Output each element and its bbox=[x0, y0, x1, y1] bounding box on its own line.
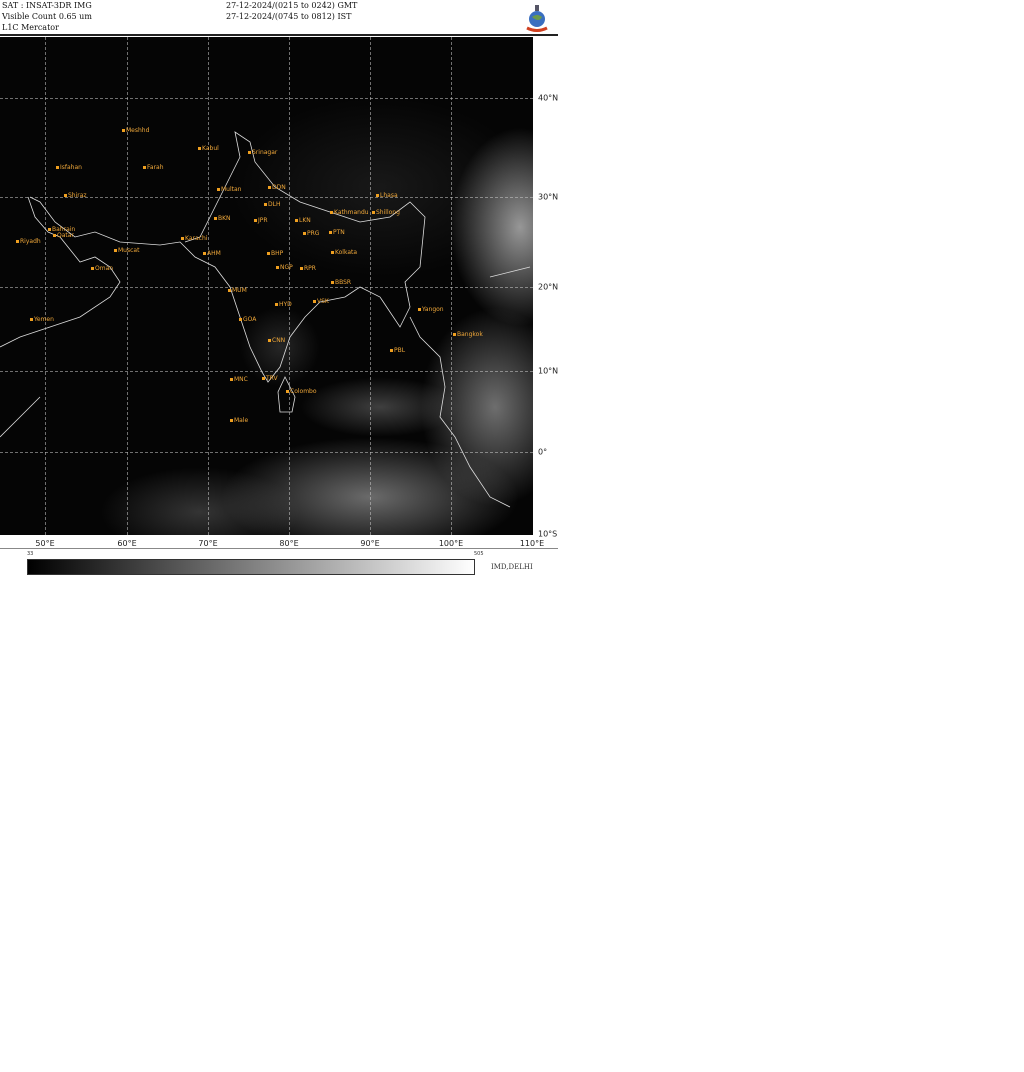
city-label: DLH bbox=[264, 201, 280, 208]
city-label: Yemen bbox=[30, 316, 54, 323]
satellite-name: SAT : INSAT-3DR IMG bbox=[2, 1, 92, 10]
city-label: Isfahan bbox=[56, 164, 82, 171]
projection-name: L1C Mercator bbox=[2, 23, 59, 32]
city-label: Bangkok bbox=[453, 331, 483, 338]
gridline-lat bbox=[0, 98, 533, 99]
city-label: DDN bbox=[268, 184, 286, 191]
latitude-label: 10°N bbox=[538, 366, 559, 376]
city-label: Male bbox=[230, 417, 248, 424]
gridline-lon bbox=[451, 37, 452, 535]
city-label: Bahrain bbox=[48, 226, 75, 233]
credit-text: IMD,DELHI bbox=[491, 563, 533, 571]
longitude-label: 60°E bbox=[117, 539, 137, 548]
longitude-label: 110°E bbox=[519, 539, 545, 548]
gridline-lon bbox=[208, 37, 209, 535]
time-gmt: 27-12-2024/(0215 to 0242) GMT bbox=[226, 1, 358, 10]
gridline-lat bbox=[0, 371, 533, 372]
city-label: RPR bbox=[300, 265, 316, 272]
city-label: HYD bbox=[275, 301, 292, 308]
city-label: Muscat bbox=[114, 247, 139, 254]
city-label: Shiraz bbox=[64, 192, 87, 199]
city-label: MNC bbox=[230, 376, 248, 383]
header-times: 27-12-2024/(0215 to 0242) GMT 27-12-2024… bbox=[226, 0, 357, 22]
city-label: Kathmandu bbox=[330, 209, 369, 216]
city-label: NGP bbox=[276, 264, 293, 271]
imd-logo-icon bbox=[526, 5, 548, 32]
header-left: SAT : INSAT-3DR IMG Visible Count 0.65 u… bbox=[2, 0, 92, 33]
gridline-lat bbox=[0, 452, 533, 453]
city-label: JPR bbox=[254, 217, 268, 224]
longitude-label: 70°E bbox=[198, 539, 218, 548]
latitude-label: 30°N bbox=[538, 192, 559, 202]
gridline-lon bbox=[289, 37, 290, 535]
city-label: Farah bbox=[143, 164, 164, 171]
city-label: PBL bbox=[390, 347, 405, 354]
city-label: MUM bbox=[228, 287, 247, 294]
gridline-lon bbox=[370, 37, 371, 535]
city-label: PTN bbox=[329, 229, 345, 236]
city-label: LKN bbox=[295, 217, 311, 224]
city-label: Yangon bbox=[418, 306, 444, 313]
city-label: Colombo bbox=[286, 388, 317, 395]
city-label: BBSR bbox=[331, 279, 351, 286]
city-label: CNN bbox=[268, 337, 285, 344]
city-label: Riyadh bbox=[16, 238, 41, 245]
gridline-lon bbox=[127, 37, 128, 535]
latitude-label: 10°S bbox=[538, 529, 558, 539]
satellite-image: Meshhd Kabul Isfahan Farah Multan Shiraz Riyad… bbox=[0, 37, 533, 535]
city-label: Qatar bbox=[53, 232, 74, 239]
gridline-lat bbox=[0, 197, 533, 198]
channel-name: Visible Count 0.65 um bbox=[2, 12, 92, 21]
coastlines-boundaries bbox=[0, 131, 531, 508]
axis-line bbox=[0, 548, 558, 549]
city-label: BHP bbox=[267, 250, 283, 257]
city-label: AHM bbox=[203, 250, 221, 257]
city-label: Kabul bbox=[198, 145, 219, 152]
city-label: Kolkata bbox=[331, 249, 357, 256]
city-label: Meshhd bbox=[122, 127, 149, 134]
latitude-label: 0° bbox=[538, 447, 548, 457]
city-label: Lhasa bbox=[376, 192, 398, 199]
header-divider bbox=[0, 34, 558, 36]
city-label: Multan bbox=[217, 186, 241, 193]
city-label: GOA bbox=[239, 316, 256, 323]
colorbar-max: 505 bbox=[474, 551, 484, 557]
longitude-label: 90°E bbox=[360, 539, 380, 548]
latitude-label: 40°N bbox=[538, 93, 559, 103]
longitude-label: 80°E bbox=[279, 539, 299, 548]
longitude-label: 50°E bbox=[35, 539, 55, 548]
city-label: Oman bbox=[91, 265, 113, 272]
time-ist: 27-12-2024/(0745 to 0812) IST bbox=[226, 12, 352, 21]
gridline-lon bbox=[45, 37, 46, 535]
city-label: Srinagar bbox=[248, 149, 277, 156]
colorbar bbox=[27, 559, 475, 575]
city-label: BKN bbox=[214, 215, 231, 222]
city-label: Shillong bbox=[372, 209, 400, 216]
city-label: TRV bbox=[262, 375, 278, 382]
latitude-label: 20°N bbox=[538, 282, 559, 292]
city-label: PRG bbox=[303, 230, 319, 237]
colorbar-min: 33 bbox=[27, 551, 34, 557]
city-label: Karachi bbox=[181, 235, 207, 242]
city-label: VSK bbox=[313, 298, 329, 305]
longitude-label: 100°E bbox=[438, 539, 464, 548]
gridline-lat bbox=[0, 287, 533, 288]
